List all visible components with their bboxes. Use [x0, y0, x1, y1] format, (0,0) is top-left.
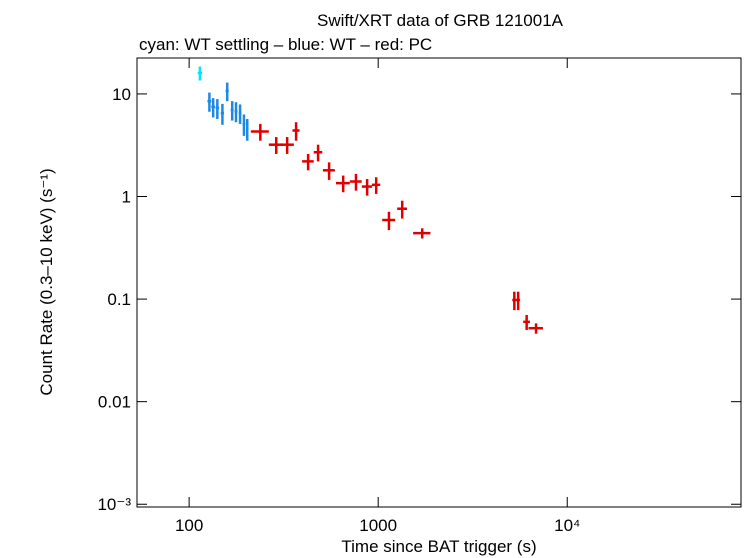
y-tick-label: 0.01 — [98, 393, 131, 412]
y-axis-label: Count Rate (0.3–10 keV) (s⁻¹) — [37, 168, 56, 395]
x-tick-label: 100 — [175, 516, 203, 535]
y-tick-label: 1 — [122, 188, 131, 207]
chart-subtitle: cyan: WT settling – blue: WT – red: PC — [139, 35, 432, 54]
y-tick-label: 10 — [112, 85, 131, 104]
x-axis-label: Time since BAT trigger (s) — [341, 537, 536, 556]
y-tick-label: 10⁻³ — [97, 495, 131, 514]
y-tick-label: 0.1 — [107, 290, 131, 309]
x-tick-label: 1000 — [359, 516, 397, 535]
x-tick-label: 10⁴ — [554, 516, 580, 535]
chart-title: Swift/XRT data of GRB 121001A — [317, 11, 564, 30]
plot-frame — [136, 57, 742, 508]
